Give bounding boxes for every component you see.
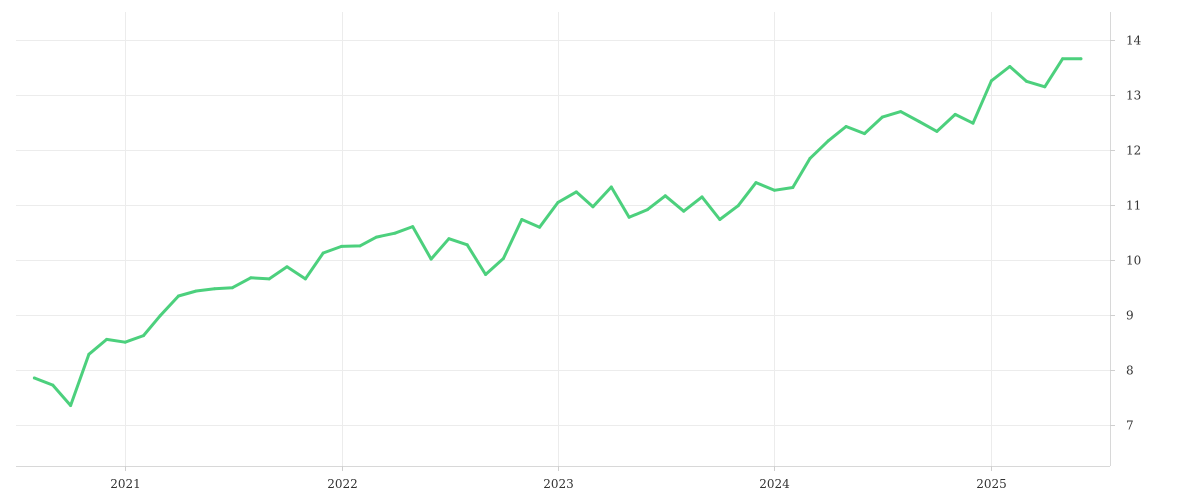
data-point — [249, 276, 253, 280]
y-tick-label: 14 — [1126, 34, 1142, 48]
series — [32, 57, 1083, 407]
x-axis-ticks: 2021 2022 2023 2024 2025 — [110, 466, 1007, 491]
data-point — [591, 205, 595, 209]
y-tick-label: 10 — [1126, 254, 1141, 268]
data-point — [358, 244, 362, 248]
x-tick-label: 2025 — [976, 477, 1007, 491]
data-point — [69, 404, 73, 407]
data-point — [520, 218, 524, 221]
data-point — [1024, 79, 1028, 83]
data-point — [375, 235, 378, 239]
data-point — [754, 181, 758, 185]
data-point — [682, 209, 686, 213]
data-point — [142, 334, 145, 338]
data-point — [158, 314, 162, 318]
series-line — [32, 57, 1083, 407]
data-point — [791, 186, 795, 189]
data-point — [700, 195, 704, 199]
data-point — [989, 79, 993, 83]
data-point — [574, 190, 578, 194]
data-point — [808, 156, 812, 160]
data-point — [718, 218, 722, 221]
data-point — [663, 194, 667, 198]
data-point — [863, 132, 866, 136]
data-point — [736, 204, 740, 208]
axes — [16, 12, 1111, 467]
data-point — [340, 244, 343, 248]
data-point — [177, 294, 180, 298]
y-tick-label: 11 — [1126, 199, 1141, 213]
data-point — [1008, 65, 1012, 68]
data-point — [51, 383, 55, 387]
y-tick-label: 8 — [1126, 364, 1134, 378]
grid — [16, 12, 1110, 466]
data-point — [303, 277, 307, 281]
y-tick-label: 13 — [1126, 89, 1141, 103]
data-point — [465, 243, 469, 247]
data-point — [609, 185, 613, 189]
data-point — [393, 231, 397, 235]
y-axis-ticks: 7 8 9 10 11 12 13 14 — [1110, 34, 1142, 433]
data-point — [538, 225, 542, 229]
data-point — [429, 257, 433, 261]
data-point — [87, 352, 91, 356]
data-point — [123, 340, 127, 344]
data-point — [194, 289, 198, 293]
data-point — [935, 129, 939, 133]
data-point — [899, 110, 903, 114]
data-point — [772, 188, 776, 192]
data-point — [1079, 57, 1083, 61]
data-point — [826, 139, 830, 143]
data-point — [880, 115, 884, 119]
data-point — [213, 287, 217, 291]
x-tick-label: 2021 — [110, 477, 141, 491]
y-tick-label: 12 — [1126, 144, 1141, 158]
data-point — [285, 265, 289, 269]
x-tick-label: 2022 — [327, 477, 358, 491]
data-point — [105, 337, 109, 341]
data-point — [501, 257, 505, 260]
data-point — [953, 112, 957, 116]
data-point — [844, 125, 848, 128]
x-tick-label: 2023 — [543, 477, 574, 491]
data-point — [646, 208, 649, 212]
y-tick-label: 7 — [1126, 419, 1134, 433]
y-tick-label: 9 — [1126, 309, 1134, 323]
data-point — [32, 376, 36, 380]
data-point — [484, 273, 488, 276]
data-point — [267, 277, 271, 281]
data-point — [230, 286, 234, 290]
data-point — [411, 225, 415, 229]
data-point — [556, 200, 560, 204]
data-point — [1061, 57, 1065, 61]
data-point — [321, 251, 325, 255]
data-point — [917, 120, 921, 123]
data-point — [447, 237, 451, 241]
data-point — [627, 215, 631, 219]
x-tick-label: 2024 — [759, 477, 790, 491]
data-point — [1043, 85, 1047, 89]
data-point — [971, 121, 975, 125]
